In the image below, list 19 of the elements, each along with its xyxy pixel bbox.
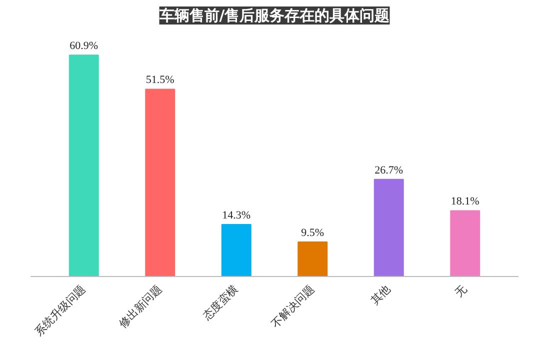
bar [221,224,252,276]
data-label: 18.1% [450,196,480,208]
x-tick-label: 不解决问题 [268,282,317,331]
chart-title: 车辆售前/售后服务存在的具体问题 [158,6,390,24]
data-label: 60.9% [70,40,98,52]
bar [298,241,328,276]
bar [450,210,480,276]
x-tick-label: 无 [453,283,470,300]
x-tick-label: 修出新问题 [116,282,164,331]
bar [145,88,176,276]
data-label: 9.5% [301,226,324,239]
x-tick-label: 态度蛮横 [200,282,241,324]
bar [374,178,404,276]
data-label: 26.7% [374,164,404,176]
x-tick-label: 其他 [368,282,394,308]
bar [68,54,99,276]
x-tick-label: 系统升级问题 [32,282,88,338]
data-label: 14.3% [222,210,251,222]
data-label: 51.5% [146,74,174,86]
